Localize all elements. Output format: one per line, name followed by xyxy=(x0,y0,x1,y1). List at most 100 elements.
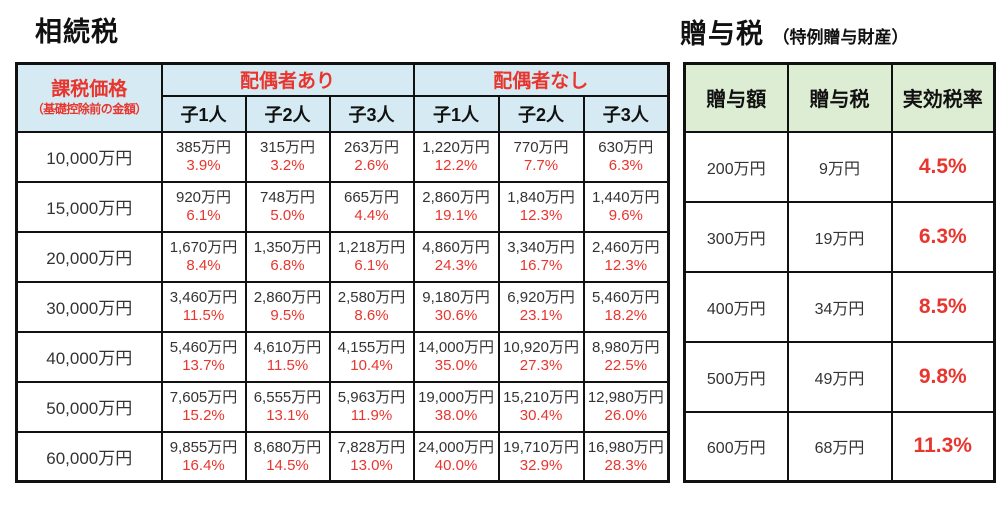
cell-rate: 16.7% xyxy=(519,257,563,275)
tax-cell: 4,155万円 10.4% xyxy=(328,330,415,383)
cell-amount: 748万円 xyxy=(259,188,316,206)
cell-rate: 12.2% xyxy=(434,157,478,175)
cell-rate: 10.4% xyxy=(350,357,393,375)
cell-amount: 2,860万円 xyxy=(422,188,490,206)
cell-rate: 32.9% xyxy=(519,457,563,474)
cell-rate: 14.5% xyxy=(266,457,309,474)
tax-cell: 5,460万円 18.2% xyxy=(582,280,670,333)
cell-amount: 4,860万円 xyxy=(422,238,490,256)
gift-amount-value: 500万円 xyxy=(683,340,789,413)
table-row: 20,000万円 1,670万円 8.4% 1,350万円 6.8% 1,218万円… xyxy=(15,230,670,283)
cell-amount: 770万円 xyxy=(513,138,569,156)
tax-cell: 5,963万円 11.9% xyxy=(328,380,415,433)
tax-cell: 2,860万円 9.5% xyxy=(244,280,331,333)
cell-amount: 2,580万円 xyxy=(337,288,406,306)
cell-rate: 18.2% xyxy=(604,307,648,325)
cell-rate: 11.5% xyxy=(266,357,309,375)
cell-rate: 6.1% xyxy=(354,257,389,275)
gift-rate-value: 8.5% xyxy=(890,270,996,343)
cell-amount: 920万円 xyxy=(175,188,232,206)
cell-amount: 7,828万円 xyxy=(337,438,406,456)
tax-cell: 3,460万円 11.5% xyxy=(160,280,247,333)
table-row: 600万円 68万円 11.3% xyxy=(683,410,996,483)
gift-amount-header: 贈与額 xyxy=(683,62,789,133)
cell-rate: 13.0% xyxy=(350,457,393,474)
cell-amount: 14,000万円 xyxy=(418,338,494,356)
table-row: 400万円 34万円 8.5% xyxy=(683,270,996,343)
tax-cell: 920万円 6.1% xyxy=(160,180,247,233)
cell-rate: 38.0% xyxy=(434,407,478,425)
price-value: 60,000万円 xyxy=(15,430,163,483)
gift-title-text: 贈与税 xyxy=(680,19,764,49)
tax-cell: 9,855万円 16.4% xyxy=(160,430,247,483)
cell-amount: 5,460万円 xyxy=(592,288,660,306)
tax-cell: 2,860万円 19.1% xyxy=(412,180,500,233)
tax-cell: 6,555万円 13.1% xyxy=(244,380,331,433)
tax-cell: 8,980万円 22.5% xyxy=(582,330,670,383)
tax-cell: 1,840万円 12.3% xyxy=(497,180,585,233)
gift-rate-value: 11.3% xyxy=(890,410,996,483)
cell-amount: 5,963万円 xyxy=(337,388,406,406)
gift-rate-value: 9.8% xyxy=(890,340,996,413)
table-row: 200万円 9万円 4.5% xyxy=(683,130,996,203)
group-header-with-spouse: 配偶者あり xyxy=(160,62,415,97)
tax-cell: 630万円 6.3% xyxy=(582,130,670,183)
cell-amount: 3,460万円 xyxy=(169,288,238,306)
cell-amount: 7,605万円 xyxy=(169,388,238,406)
gift-tax-value: 9万円 xyxy=(786,130,893,203)
tax-cell: 4,610万円 11.5% xyxy=(244,330,331,383)
cell-amount: 385万円 xyxy=(175,138,232,156)
tax-cell: 1,440万円 9.6% xyxy=(582,180,670,233)
cell-amount: 5,460万円 xyxy=(169,338,238,356)
tax-cell: 770万円 7.7% xyxy=(497,130,585,183)
cell-amount: 19,000万円 xyxy=(418,388,494,406)
cell-amount: 1,350万円 xyxy=(253,238,322,256)
cell-rate: 13.7% xyxy=(182,357,225,375)
table-row: 500万円 49万円 9.8% xyxy=(683,340,996,413)
tax-cell: 7,605万円 15.2% xyxy=(160,380,247,433)
gift-amount-value: 600万円 xyxy=(683,410,789,483)
cell-rate: 23.1% xyxy=(519,307,563,325)
gift-effective-rate-header: 実効税率 xyxy=(890,62,996,133)
cell-rate: 27.3% xyxy=(519,357,563,375)
child-col-header: 子1人 xyxy=(412,94,500,133)
cell-rate: 2.6% xyxy=(354,157,389,175)
price-label: 課税価格 xyxy=(51,79,128,101)
cell-amount: 665万円 xyxy=(344,188,400,206)
gift-tax-value: 49万円 xyxy=(786,340,893,413)
tax-cell: 14,000万円 35.0% xyxy=(412,330,500,383)
tax-cell: 15,210万円 30.4% xyxy=(497,380,585,433)
gift-tax-header: 贈与税 xyxy=(786,62,893,133)
cell-rate: 6.8% xyxy=(270,257,305,275)
cell-amount: 3,340万円 xyxy=(507,238,575,256)
table-row: 300万円 19万円 6.3% xyxy=(683,200,996,273)
gift-amount-value: 400万円 xyxy=(683,270,789,343)
cell-rate: 9.5% xyxy=(270,307,305,325)
cell-rate: 8.4% xyxy=(186,257,221,275)
cell-rate: 26.0% xyxy=(604,407,648,425)
price-sublabel: （基礎控除前の金額） xyxy=(31,102,148,117)
inheritance-title: 相続税 xyxy=(35,17,119,47)
cell-amount: 1,218万円 xyxy=(337,238,406,256)
cell-amount: 4,155万円 xyxy=(337,338,406,356)
tax-cell: 665万円 4.4% xyxy=(328,180,415,233)
tax-cell: 1,670万円 8.4% xyxy=(160,230,247,283)
cell-rate: 6.1% xyxy=(186,207,221,225)
cell-rate: 7.7% xyxy=(523,157,559,175)
gift-rate-value: 6.3% xyxy=(890,200,996,273)
cell-rate: 5.0% xyxy=(270,207,305,225)
tax-cell: 263万円 2.6% xyxy=(328,130,415,183)
tax-cell: 2,580万円 8.6% xyxy=(328,280,415,333)
gift-amount-value: 200万円 xyxy=(683,130,789,203)
tax-cell: 16,980万円 28.3% xyxy=(582,430,670,483)
tax-cell: 3,340万円 16.7% xyxy=(497,230,585,283)
tax-cell: 9,180万円 30.6% xyxy=(412,280,500,333)
cell-amount: 6,555万円 xyxy=(253,388,322,406)
price-column-header: 課税価格 （基礎控除前の金額） xyxy=(15,62,163,133)
tax-cell: 385万円 3.9% xyxy=(160,130,247,183)
cell-amount: 9,855万円 xyxy=(169,438,238,456)
tax-cell: 12,980万円 26.0% xyxy=(582,380,670,433)
price-value: 50,000万円 xyxy=(15,380,163,433)
table-row: 10,000万円 385万円 3.9% 315万円 3.2% 263万円 2.6% 1… xyxy=(15,130,670,183)
cell-amount: 1,670万円 xyxy=(169,238,238,256)
